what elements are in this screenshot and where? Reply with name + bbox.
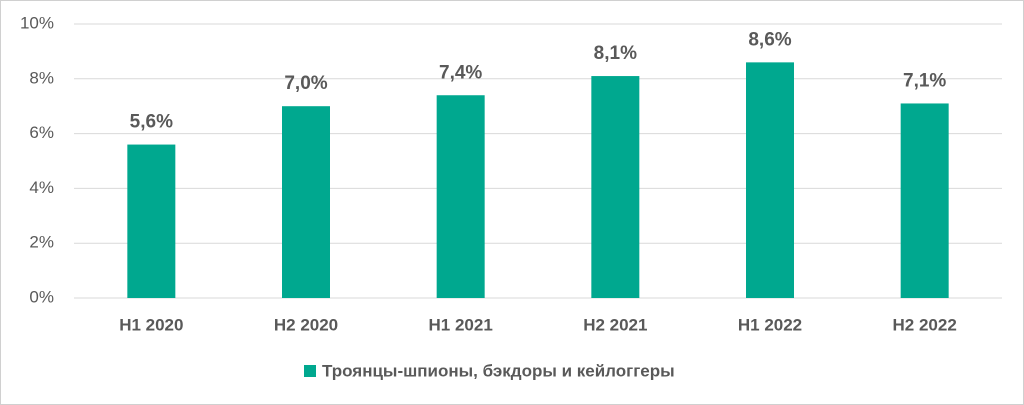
x-tick-label: H2 2020 xyxy=(274,315,338,334)
data-label: 7,4% xyxy=(439,62,482,83)
y-tick-label: 10% xyxy=(20,13,54,32)
y-tick-label: 6% xyxy=(29,123,54,142)
y-tick-label: 8% xyxy=(29,68,54,87)
bar xyxy=(591,76,640,298)
bar xyxy=(127,144,176,298)
data-label: 5,6% xyxy=(130,112,173,133)
x-tick-label: H1 2022 xyxy=(738,315,802,334)
x-tick-label: H1 2020 xyxy=(119,315,183,334)
y-tick-label: 4% xyxy=(29,178,54,197)
legend-label: Троянцы-шпионы, бэкдоры и кейлоггеры xyxy=(322,361,675,380)
bar xyxy=(746,62,794,298)
x-tick-label: H2 2021 xyxy=(583,315,647,334)
y-tick-label: 2% xyxy=(29,233,54,252)
data-label: 8,1% xyxy=(594,43,637,64)
data-label: 8,6% xyxy=(748,29,791,50)
bar xyxy=(900,103,949,299)
x-tick-label: H1 2021 xyxy=(429,315,493,334)
data-label: 7,0% xyxy=(284,73,327,94)
bar xyxy=(436,95,485,299)
y-tick-label: 0% xyxy=(29,287,54,306)
bar xyxy=(282,106,330,298)
data-label: 7,1% xyxy=(903,70,946,91)
legend-swatch xyxy=(304,365,316,377)
x-tick-label: H2 2022 xyxy=(893,315,957,334)
